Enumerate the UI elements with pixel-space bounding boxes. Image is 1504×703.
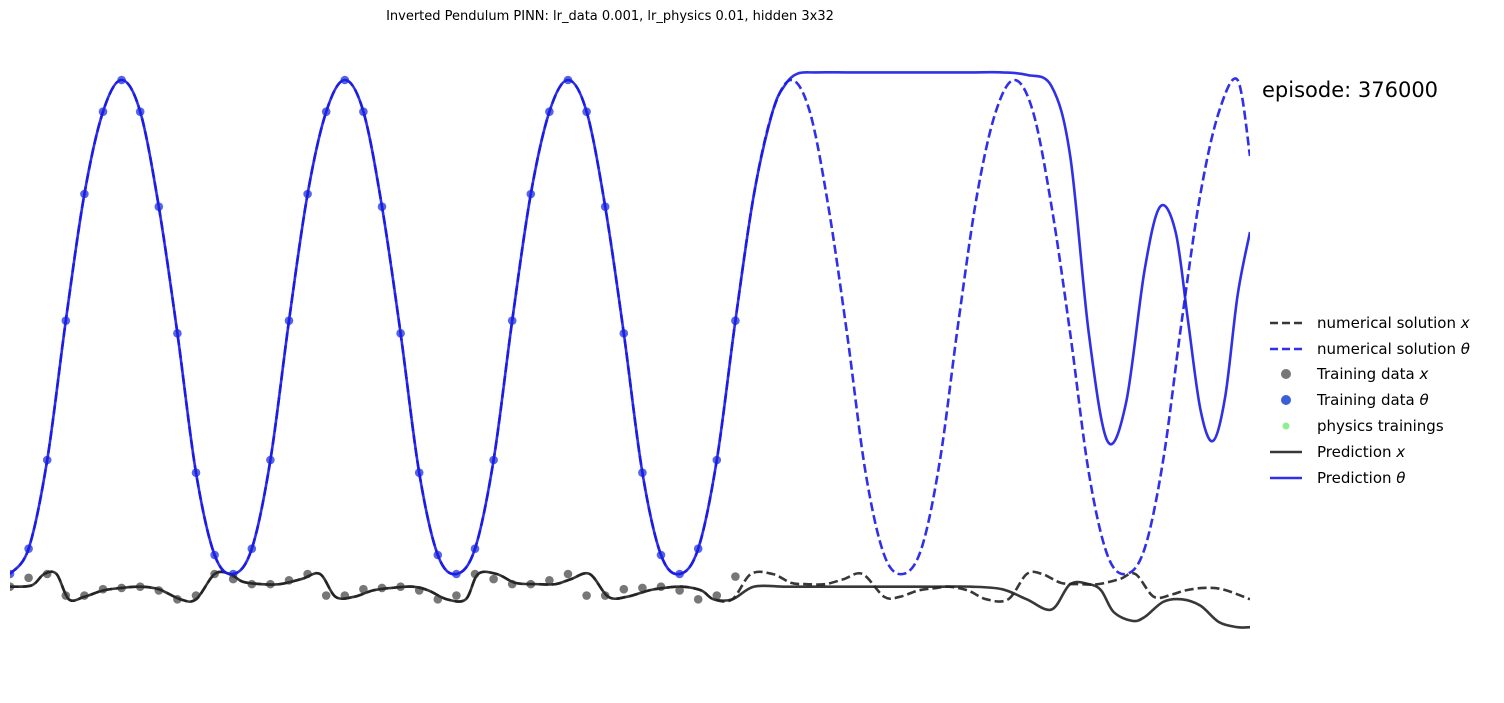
legend-symbol: θ <box>1419 391 1429 410</box>
legend-label: Training data x <box>1308 365 1428 383</box>
legend-swatch <box>1270 450 1302 454</box>
training-point-x <box>693 595 703 604</box>
legend-swatch <box>1270 476 1302 479</box>
legend-text: numerical solution <box>1317 313 1461 332</box>
chart-title: Inverted Pendulum PINN: lr_data 0.001, l… <box>386 9 834 24</box>
legend-text: Training data <box>1317 365 1420 384</box>
episode-label: episode: 376000 <box>1262 78 1439 102</box>
legend-item: numerical solution θ <box>1262 336 1470 362</box>
training-point-x <box>359 584 368 594</box>
legend-item: Prediction θ <box>1262 465 1470 491</box>
training-point-x <box>321 591 331 600</box>
training-point-x <box>638 583 647 593</box>
legend-label: numerical solution θ <box>1308 340 1470 358</box>
training-point-x <box>545 576 554 585</box>
legend-item: numerical solution x <box>1262 310 1470 336</box>
legend-symbol: x <box>1396 442 1406 461</box>
series-line-prediction-θ <box>10 70 1250 576</box>
legend-item: physics trainings <box>1262 413 1470 439</box>
legend-label: Prediction x <box>1308 443 1405 461</box>
training-point-x <box>24 573 33 583</box>
legend-swatch <box>1270 347 1302 350</box>
legend-label: Prediction θ <box>1308 469 1405 487</box>
training-point-x <box>619 584 629 594</box>
training-point-x <box>489 574 498 584</box>
legend-symbol: x <box>1460 313 1470 332</box>
series-line-numerical-solution-θ <box>10 77 1250 576</box>
legend-item: Prediction x <box>1262 439 1470 465</box>
legend-swatch <box>1270 321 1302 325</box>
training-point-x <box>675 586 684 595</box>
legend-swatch <box>1281 369 1291 380</box>
legend-label: Training data θ <box>1308 391 1429 409</box>
legend-swatch <box>1282 422 1290 430</box>
legend-text: physics trainings <box>1317 417 1444 436</box>
legend-text: Training data <box>1317 391 1420 410</box>
legend-item: Training data x <box>1262 362 1470 388</box>
training-point-x <box>582 591 591 600</box>
training-point-x <box>712 591 722 600</box>
legend-label: numerical solution x <box>1308 314 1470 332</box>
legend-symbol: x <box>1419 365 1429 384</box>
legend-text: Prediction <box>1317 442 1397 461</box>
chart-legend: numerical solution x numerical solution θ… <box>1262 310 1470 491</box>
legend-symbol: θ <box>1460 339 1470 358</box>
training-point-x <box>452 591 461 600</box>
legend-swatch <box>1281 395 1291 406</box>
legend-label: physics trainings <box>1308 417 1444 435</box>
series-line-prediction-x <box>10 570 1250 629</box>
legend-text: Prediction <box>1317 468 1397 487</box>
legend-item: Training data θ <box>1262 387 1470 413</box>
legend-symbol: θ <box>1396 468 1406 487</box>
training-point-x <box>563 569 573 579</box>
legend-text: numerical solution <box>1317 339 1461 358</box>
training-point-x <box>731 572 740 581</box>
